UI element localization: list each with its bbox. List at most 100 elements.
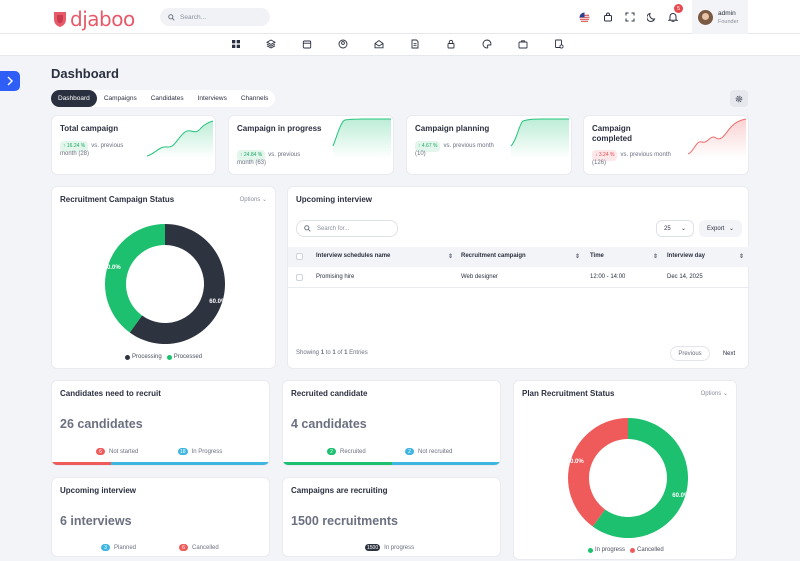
interviews-count: 6 interviews (60, 514, 132, 528)
export-button[interactable]: Export ⌄ (699, 220, 742, 237)
table-row[interactable]: Promising hire Web designer 12:00 - 14:0… (288, 267, 750, 288)
sidebar-toggle-button[interactable] (0, 71, 20, 91)
donut-slice-in-progress[interactable] (592, 418, 688, 538)
stat-suffix: vs. previous (268, 152, 301, 158)
moon-icon[interactable] (646, 11, 658, 23)
stat-change-row: ↓ 3.24 % vs. previous month (592, 150, 671, 161)
sort-icon[interactable]: ⇕ (739, 254, 745, 260)
search-placeholder: Search for... (317, 225, 350, 232)
stat-card-campaign-in-progress: Campaign in progress ↑ 24.84 % vs. previo… (228, 115, 394, 175)
legend-dot-in-progress (588, 547, 593, 553)
status-cancelled: 6 Cancelled (179, 544, 219, 551)
stat-suffix: vs. previous month (620, 152, 671, 158)
layers-icon[interactable] (266, 39, 276, 49)
inbox-icon[interactable] (374, 39, 384, 49)
sort-icon[interactable]: ⇕ (448, 254, 454, 260)
progress-track (52, 462, 269, 465)
donut-slice-processing[interactable] (129, 224, 226, 344)
tab-dashboard[interactable]: Dashboard (51, 90, 97, 107)
sort-icon[interactable]: ⇕ (653, 254, 659, 260)
status-label: Not recruited (418, 448, 453, 455)
page-size-select[interactable]: 25 ⌄ (656, 220, 694, 237)
candidates-need-card: Candidates need to recruit 26 candidates… (51, 380, 270, 466)
dashboard-icon[interactable] (231, 39, 241, 49)
user-profile[interactable]: admin Founder (692, 0, 748, 34)
column-header-day[interactable]: Interview day (667, 253, 706, 259)
tab-interviews[interactable]: Interviews (197, 95, 227, 102)
palette-icon[interactable] (482, 39, 492, 49)
chevron-down-icon: ⌄ (728, 226, 734, 232)
stat-change-value: 3.24 % (598, 152, 615, 158)
donut-slice-processed[interactable] (105, 224, 165, 333)
lock-icon[interactable] (446, 39, 456, 49)
donut-label-processing: 60.0% (209, 299, 227, 305)
search-input[interactable]: Search... (160, 8, 270, 26)
status-recruited: 2 Recruited (327, 448, 366, 455)
count-badge: 6 (179, 544, 188, 551)
tab-bar: Dashboard Campaigns Candidates Interview… (51, 90, 276, 107)
column-header-name[interactable]: Interview schedules name (316, 253, 391, 259)
tab-channels[interactable]: Channels (240, 95, 269, 102)
options-dropdown[interactable]: Options ⌄ (700, 391, 728, 397)
gear-icon (735, 95, 743, 102)
pager-suffix: Entries (347, 350, 368, 356)
users-icon[interactable] (338, 39, 348, 49)
status-label: Planned (114, 544, 137, 551)
sort-icon[interactable]: ⇕ (575, 254, 581, 260)
donut-label-cancelled: 40.0% (567, 459, 585, 465)
pagination-info: Showing 1 to 1 of 1 Entries (296, 350, 368, 356)
fullscreen-icon[interactable] (624, 11, 636, 23)
recruited-count: 4 candidates (291, 417, 367, 431)
stat-change-badge: ↓ 3.24 % (592, 150, 618, 161)
previous-page-button[interactable]: Previous (670, 346, 710, 361)
search-placeholder: Search... (180, 13, 207, 21)
upcoming-interview-card: Upcoming interview 6 interviews 3 Planned… (51, 477, 270, 557)
campaigns-recruiting-card: Campaigns are recruiting 1500 recruitmen… (282, 477, 501, 557)
card-title: Campaigns are recruiting (291, 486, 388, 495)
settings-button[interactable] (730, 90, 748, 107)
donut-slice-cancelled[interactable] (568, 418, 628, 527)
sparkline-campaign-in-progress (332, 118, 391, 158)
select-all-checkbox[interactable] (296, 253, 303, 260)
stat-change-badge: ↑ 16.24 % (60, 141, 89, 152)
card-title: Upcoming interview (296, 195, 373, 204)
column-header-time[interactable]: Time (590, 253, 604, 259)
briefcase-icon[interactable] (518, 39, 528, 49)
document-icon[interactable] (410, 39, 420, 49)
logo-icon (54, 12, 66, 27)
next-page-button[interactable]: Next (722, 350, 736, 357)
row-checkbox[interactable] (296, 274, 303, 281)
table-search-input[interactable]: Search for... (296, 220, 398, 237)
main-nav (0, 34, 800, 56)
invoice-icon[interactable] (554, 39, 564, 49)
donut-label-in-progress: 60.0% (672, 493, 690, 499)
column-header-campaign[interactable]: Recruitment campaign (461, 253, 526, 259)
stat-change-value: 4.67 % (421, 143, 438, 149)
status-not-started: 6 Not started (96, 448, 138, 455)
sparkline-campaign-completed (687, 118, 747, 158)
tab-campaigns[interactable]: Campaigns (103, 95, 137, 102)
recruitment-donut-chart: 60.0% 40.0% (104, 224, 227, 344)
bell-icon[interactable] (667, 11, 679, 23)
chevron-right-icon (7, 76, 13, 86)
status-label: Not started (109, 448, 139, 455)
options-label: Options (239, 197, 261, 203)
shopping-bag-icon[interactable] (602, 11, 614, 23)
logo[interactable]: djaboo (52, 7, 135, 31)
status-in-progress: 18 In Progress (178, 448, 222, 455)
stat-card-campaign-planning: Campaign planning ↑ 4.67 % vs. previous m… (406, 115, 572, 175)
progress-fill (283, 462, 392, 465)
tab-candidates[interactable]: Candidates (150, 95, 184, 102)
progress-track (283, 462, 500, 465)
donut-label-processed: 40.0% (104, 265, 122, 271)
cell-time: 12:00 - 14:00 (590, 274, 626, 280)
legend-label-cancelled: Cancelled (637, 547, 664, 553)
calendar-icon[interactable] (302, 39, 312, 49)
options-dropdown[interactable]: Options ⌄ (239, 197, 267, 203)
stat-title: Campaign in progress (237, 124, 322, 133)
user-name: admin (718, 9, 736, 17)
card-title: Candidates need to recruit (60, 389, 161, 398)
flag-us-icon[interactable] (578, 11, 590, 23)
pager-mid2: of (335, 350, 345, 356)
count-badge: 1500 (365, 544, 381, 551)
